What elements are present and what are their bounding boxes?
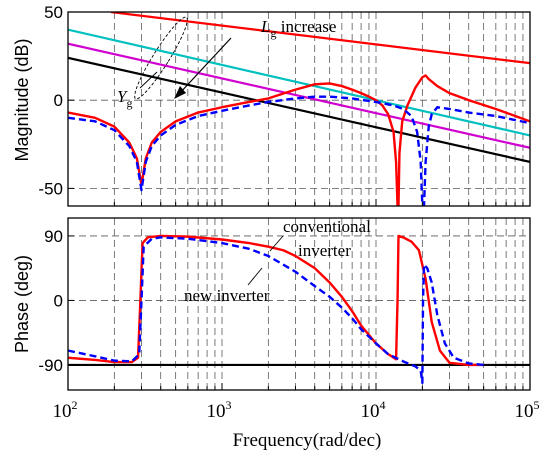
magnitude-series-4 <box>68 74 530 206</box>
lg-increase-label: Lg increase <box>260 17 336 40</box>
magnitude-ytick-label: -50 <box>38 179 63 198</box>
magnitude-series-2 <box>68 42 530 149</box>
magnitude-series-5 <box>68 95 530 206</box>
x-tick-label-base: 10 <box>207 401 226 422</box>
magnitude-ytick-label: 50 <box>44 3 63 22</box>
yg-label: Yg <box>117 87 132 110</box>
x-tick-label: 103 <box>207 398 232 422</box>
magnitude-frame <box>67 11 531 207</box>
x-tick-label-exp: 4 <box>380 398 386 412</box>
phase-ytick-label: 0 <box>54 291 63 310</box>
phase-series-2 <box>68 236 484 385</box>
conventional-leader-line <box>269 235 284 252</box>
magnitude-series-3 <box>68 56 530 163</box>
x-tick-label-base: 10 <box>53 401 72 422</box>
magnitude-ylabel: Magnitude (dB) <box>12 38 32 161</box>
magnitude-series-1 <box>68 28 530 137</box>
x-tick-label: 105 <box>515 398 540 422</box>
magnitude-plot-area <box>68 12 530 206</box>
yg-leader-line <box>139 71 158 89</box>
phase-ytick-label: 90 <box>44 227 63 246</box>
x-axis-title: Frequency(rad/dec) <box>233 430 382 451</box>
x-tick-label-exp: 3 <box>226 398 232 412</box>
phase-plot-area <box>68 218 530 390</box>
x-tick-label-exp: 5 <box>534 398 540 412</box>
magnitude-ticks: -50 0 50 <box>38 3 524 206</box>
yg-ellipse <box>134 16 188 100</box>
conventional-inverter-label-line2: inverter <box>298 241 351 260</box>
magnitude-panel: Magnitude (dB) -50 0 50 Lg increase Yg <box>12 3 531 207</box>
magnitude-series-0 <box>110 12 530 65</box>
lg-arrow-head <box>174 86 186 99</box>
phase-panel: Phase (deg) -90 0 90 conventional inverter… <box>12 217 531 391</box>
x-tick-label-base: 10 <box>361 401 380 422</box>
x-tick-label-base: 10 <box>515 401 534 422</box>
x-tick-label: 104 <box>361 398 386 422</box>
x-tick-label: 102 <box>53 398 78 422</box>
phase-ticks: -90 0 90 <box>38 227 524 390</box>
new-inverter-leader-line <box>247 267 263 286</box>
lg-arrow-line <box>178 37 232 95</box>
x-tick-labels: 102 103 104 105 <box>53 398 540 422</box>
phase-ylabel: Phase (deg) <box>12 255 32 353</box>
x-tick-label-exp: 2 <box>72 398 78 412</box>
conventional-inverter-label-line1: conventional <box>283 217 371 236</box>
new-inverter-label: new inverter <box>184 286 270 305</box>
phase-ytick-label: -90 <box>38 356 63 375</box>
magnitude-ytick-label: 0 <box>54 91 63 110</box>
phase-frame <box>67 217 531 391</box>
